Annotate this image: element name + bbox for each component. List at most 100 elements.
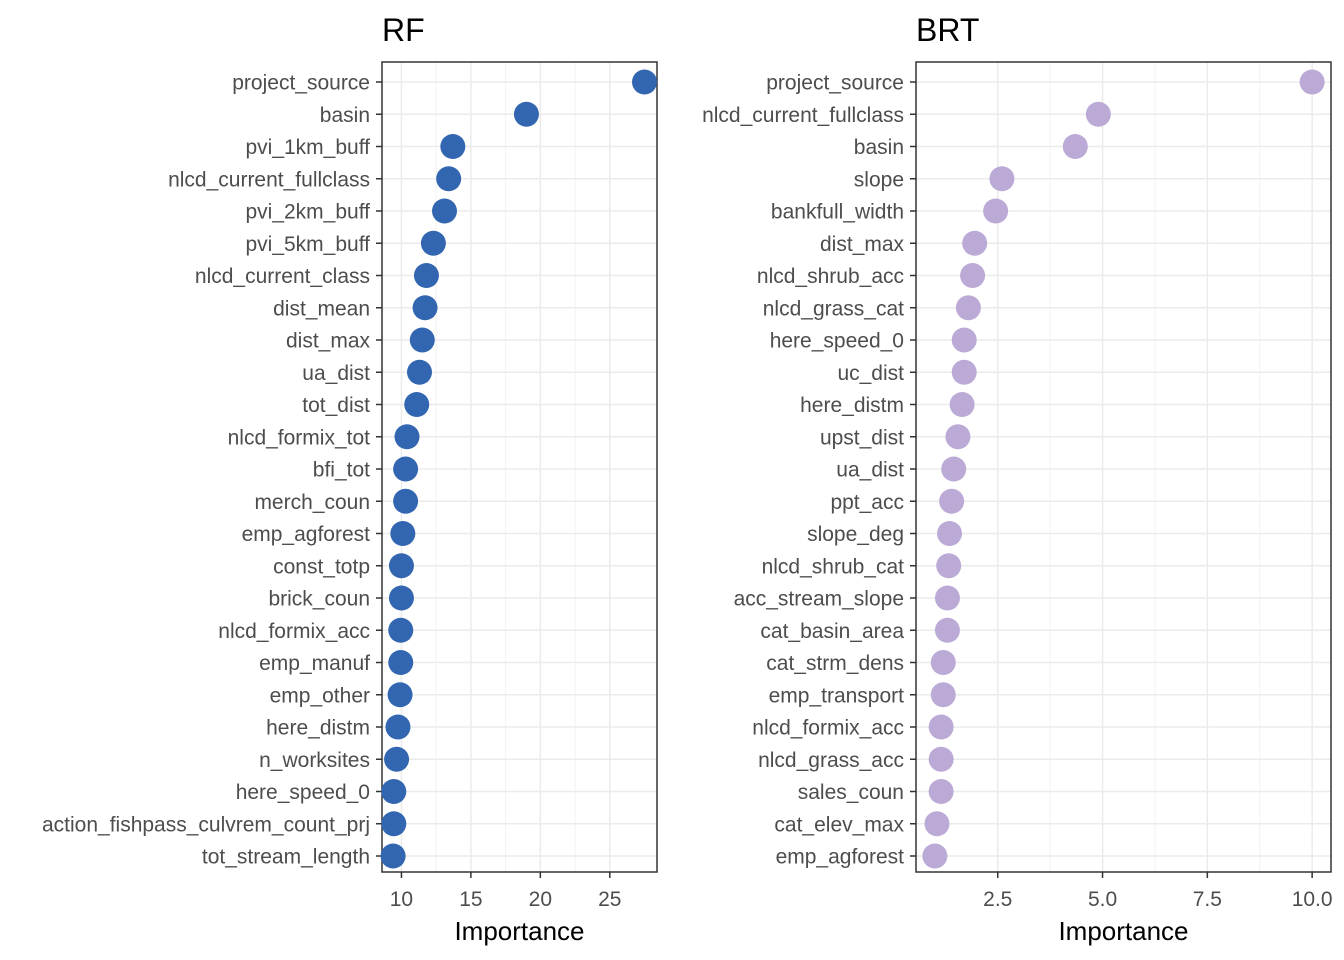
chart1-y-label: slope_deg	[807, 523, 904, 546]
chart0-y-label: nlcd_formix_acc	[218, 620, 370, 643]
chart0-point-here_distm	[385, 714, 411, 740]
chart0-point-emp_manuf	[388, 650, 414, 675]
chart0-point-pvi_1km_buff	[440, 134, 466, 159]
chart1-point-nlcd_shrub_cat	[936, 553, 962, 579]
chart0-y-label: tot_dist	[302, 394, 370, 417]
chart0-point-tot_stream_length	[380, 843, 406, 869]
chart1-point-nlcd_formix_acc	[928, 714, 954, 740]
chart1-x-tick-label: 5.0	[1088, 888, 1117, 911]
chart0-point-const_totp	[388, 553, 414, 579]
chart0-point-pvi_2km_buff	[432, 198, 457, 224]
chart1-y-label: nlcd_current_fullclass	[702, 104, 904, 127]
chart0-y-label: const_totp	[273, 555, 370, 578]
chart1-point-emp_agforest	[922, 843, 948, 869]
chart0-y-label: bfi_tot	[313, 459, 370, 482]
chart0-y-label: action_fishpass_culvrem_count_prj	[42, 813, 370, 836]
chart0-y-label: emp_agforest	[242, 523, 371, 546]
chart0-y-label: emp_manuf	[259, 652, 370, 675]
chart1-point-project_source	[1299, 69, 1325, 95]
chart0-y-label: pvi_1km_buff	[245, 136, 370, 159]
chart1-x-axis-title: Importance	[1058, 916, 1188, 946]
chart1-y-label: sales_coun	[798, 781, 904, 804]
chart1-y-label: cat_strm_dens	[766, 652, 904, 675]
chart1-y-label: emp_agforest	[776, 846, 905, 869]
chart1-panel: BRT project_source nlcd_current_fullclassb…	[702, 12, 1333, 946]
chart0-y-label: here_speed_0	[236, 781, 370, 804]
chart0-point-ua_dist	[407, 359, 432, 385]
chart0-panel-border	[381, 61, 658, 873]
chart1-y-label: basin	[854, 136, 904, 159]
chart1-point-cat_strm_dens	[930, 650, 956, 675]
chart0-y-label: pvi_2km_buff	[245, 201, 370, 224]
chart1-point-dist_max	[962, 230, 988, 256]
chart0-point-nlcd_formix_tot	[394, 424, 420, 450]
chart1-y-label: nlcd_formix_acc	[752, 717, 904, 740]
chart1-y-label: nlcd_grass_acc	[758, 749, 904, 772]
chart0-y-label: basin	[320, 104, 370, 127]
chart0-point-merch_coun	[393, 488, 419, 514]
chart0-y-label: tot_stream_length	[202, 846, 370, 869]
chart0-point-n_worksites	[384, 746, 410, 772]
chart1-panel-border	[915, 61, 1332, 873]
chart1-point-nlcd_current_fullclass	[1085, 101, 1111, 127]
chart0-x-tick-label: 15	[459, 888, 482, 911]
chart0-y-label: dist_mean	[273, 297, 370, 320]
chart0-y-label: n_worksites	[259, 749, 370, 772]
chart1-point-ppt_acc	[939, 488, 965, 514]
chart1-point-upst_dist	[945, 424, 971, 450]
chart1-y-label: cat_basin_area	[760, 620, 904, 643]
chart0-point-pvi_5km_buff	[420, 230, 446, 256]
chart1-y-label: ua_dist	[836, 459, 904, 482]
chart0-y-label: dist_max	[286, 330, 371, 353]
chart0-x-tick-label: 20	[529, 888, 552, 911]
chart1-point-uc_dist	[951, 359, 977, 385]
chart0-x-tick-label: 10	[390, 888, 413, 911]
chart1-point-here_speed_0	[951, 327, 977, 353]
chart0-x-axis-title: Importance	[454, 916, 584, 946]
chart1-y-label: nlcd_grass_cat	[763, 297, 904, 320]
chart1-point-nlcd_grass_acc	[928, 746, 954, 772]
chart0-point-dist_mean	[412, 295, 438, 321]
chart1-y-label: bankfull_width	[771, 201, 904, 224]
chart1-y-label: here_distm	[800, 394, 904, 417]
chart1-y-label: ppt_acc	[830, 491, 904, 514]
chart1-point-sales_coun	[928, 779, 954, 804]
chart1-point-slope	[989, 166, 1015, 192]
chart1-y-label: acc_stream_slope	[734, 588, 904, 611]
chart0-y-label: here_distm	[266, 717, 370, 740]
chart0-y-label: ua_dist	[302, 362, 370, 385]
chart0-point-bfi_tot	[393, 456, 419, 482]
chart1-point-cat_basin_area	[934, 617, 960, 643]
chart1-x-tick-label: 2.5	[983, 888, 1012, 911]
chart0-point-nlcd_formix_acc	[388, 617, 414, 643]
chart0-point-basin	[513, 101, 539, 127]
chart1-point-nlcd_grass_cat	[955, 295, 981, 321]
chart1-title: BRT	[916, 12, 979, 48]
chart1-y-label: project_source	[766, 72, 904, 95]
chart0-title: RF	[382, 12, 425, 48]
chart1-x-tick-label: 10.0	[1292, 888, 1333, 911]
chart0-point-emp_other	[387, 682, 413, 708]
chart1-y-label: nlcd_shrub_cat	[762, 555, 905, 578]
chart0-point-dist_max	[409, 327, 435, 353]
chart1-point-here_distm	[949, 392, 975, 417]
chart0-y-label: pvi_5km_buff	[245, 233, 370, 256]
chart0-y-label: nlcd_formix_tot	[228, 426, 371, 449]
chart0-point-action_fishpass_culvrem_count_prj	[381, 811, 407, 837]
chart1-y-label: slope	[854, 168, 904, 191]
chart0-y-label: emp_other	[270, 684, 370, 707]
chart0-point-brick_coun	[388, 585, 414, 611]
chart0-y-label: merch_coun	[254, 491, 370, 514]
chart1-point-emp_transport	[930, 682, 956, 708]
chart0-point-emp_agforest	[390, 521, 416, 546]
chart0-y-label: project_source	[232, 72, 370, 95]
chart0-y-label: brick_coun	[268, 588, 370, 611]
chart0-point-tot_dist	[404, 392, 430, 417]
chart1-point-acc_stream_slope	[934, 585, 960, 611]
chart1-y-label: nlcd_shrub_acc	[757, 265, 904, 288]
chart1-y-label: cat_elev_max	[774, 813, 904, 836]
chart0-point-here_speed_0	[381, 779, 407, 804]
chart1-point-slope_deg	[937, 521, 963, 546]
